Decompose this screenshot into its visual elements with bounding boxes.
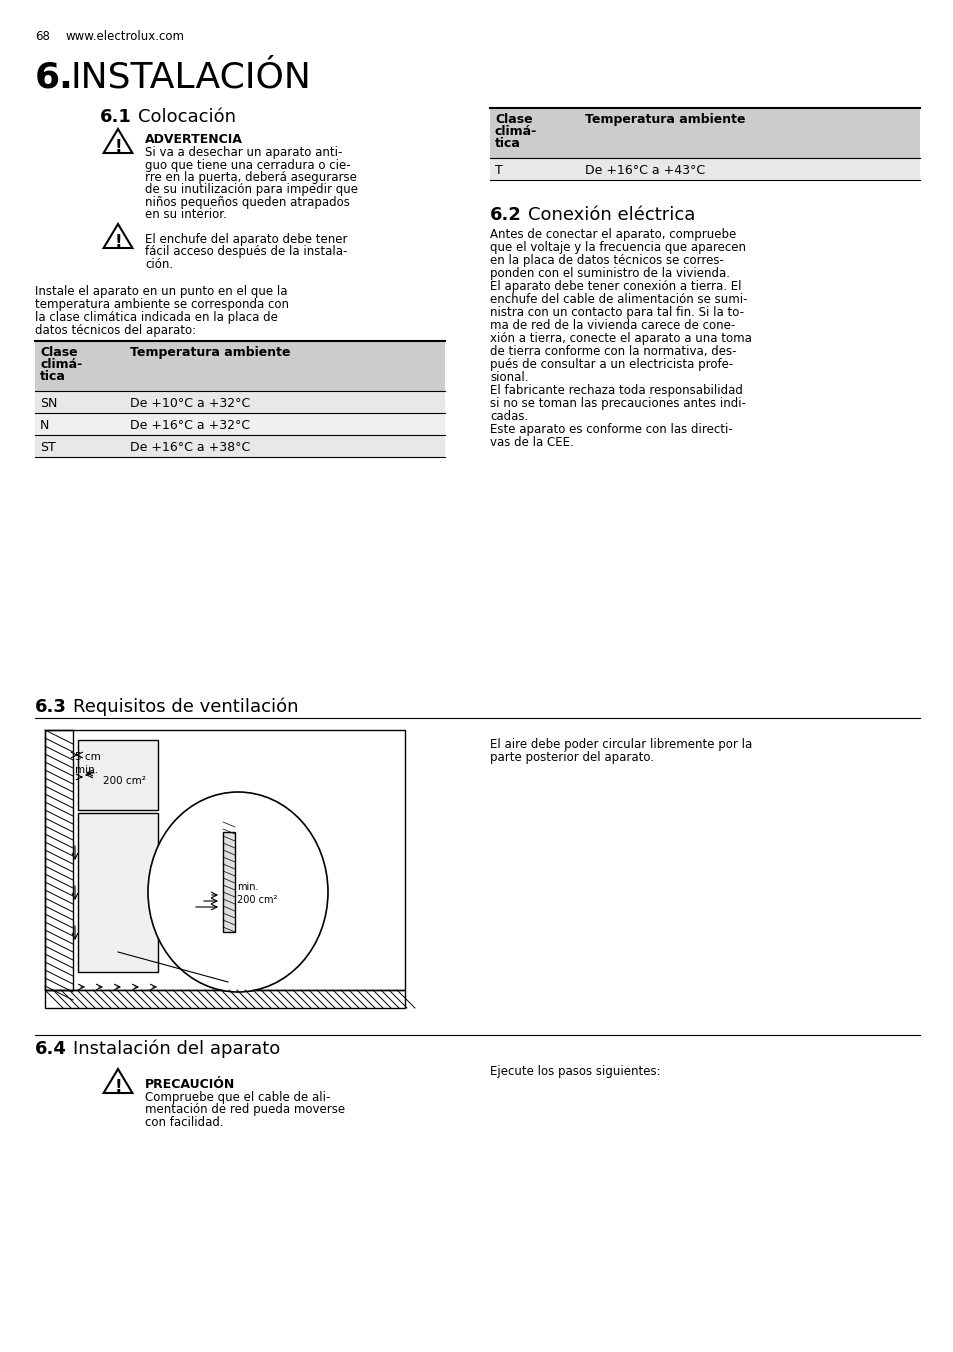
FancyBboxPatch shape <box>78 813 158 972</box>
Text: 200 cm²: 200 cm² <box>236 895 277 904</box>
Text: 68: 68 <box>35 30 50 43</box>
Text: en la placa de datos técnicos se corres-: en la placa de datos técnicos se corres- <box>490 254 723 266</box>
FancyBboxPatch shape <box>223 831 234 932</box>
Text: xión a tierra, conecte el aparato a una toma: xión a tierra, conecte el aparato a una … <box>490 333 751 345</box>
Text: fácil acceso después de la instala-: fácil acceso después de la instala- <box>145 246 347 258</box>
Text: !: ! <box>114 138 122 155</box>
Ellipse shape <box>148 792 328 992</box>
Text: De +10°C a +32°C: De +10°C a +32°C <box>130 397 250 410</box>
FancyBboxPatch shape <box>490 108 919 158</box>
Text: 6.2: 6.2 <box>490 206 521 224</box>
Text: datos técnicos del aparato:: datos técnicos del aparato: <box>35 324 196 337</box>
Text: 6.1: 6.1 <box>100 108 132 126</box>
Text: El aire debe poder circular libremente por la: El aire debe poder circular libremente p… <box>490 738 752 750</box>
Text: Este aparato es conforme con las directi-: Este aparato es conforme con las directi… <box>490 423 732 435</box>
Text: en su interior.: en su interior. <box>145 208 227 222</box>
Text: temperatura ambiente se corresponda con: temperatura ambiente se corresponda con <box>35 297 289 311</box>
Text: pués de consultar a un electricista profe-: pués de consultar a un electricista prof… <box>490 358 733 370</box>
Text: T: T <box>495 164 502 177</box>
Text: de su inutilización para impedir que: de su inutilización para impedir que <box>145 184 357 196</box>
Text: con facilidad.: con facilidad. <box>145 1115 223 1129</box>
Text: ponden con el suministro de la vivienda.: ponden con el suministro de la vivienda. <box>490 266 729 280</box>
Text: Ejecute los pasos siguientes:: Ejecute los pasos siguientes: <box>490 1065 659 1078</box>
Text: Instale el aparato en un punto en el que la: Instale el aparato en un punto en el que… <box>35 285 287 297</box>
Text: ma de red de la vivienda carece de cone-: ma de red de la vivienda carece de cone- <box>490 319 735 333</box>
Text: ción.: ción. <box>145 258 172 270</box>
Text: 6.: 6. <box>35 59 73 95</box>
FancyBboxPatch shape <box>35 341 444 391</box>
Text: que el voltaje y la frecuencia que aparecen: que el voltaje y la frecuencia que apare… <box>490 241 745 254</box>
Text: Si va a desechar un aparato anti-: Si va a desechar un aparato anti- <box>145 146 342 160</box>
Text: De +16°C a +43°C: De +16°C a +43°C <box>584 164 704 177</box>
Text: 200 cm²: 200 cm² <box>103 776 146 786</box>
Text: Clase: Clase <box>40 346 77 360</box>
Text: niños pequeños queden atrapados: niños pequeños queden atrapados <box>145 196 350 210</box>
Text: vas de la CEE.: vas de la CEE. <box>490 435 573 449</box>
Text: De +16°C a +38°C: De +16°C a +38°C <box>130 441 250 454</box>
FancyBboxPatch shape <box>35 435 444 457</box>
Text: SN: SN <box>40 397 57 410</box>
FancyBboxPatch shape <box>78 740 158 810</box>
Text: Compruebe que el cable de ali-: Compruebe que el cable de ali- <box>145 1091 330 1105</box>
Text: sional.: sional. <box>490 370 528 384</box>
Text: !: ! <box>114 233 122 250</box>
Text: climá-: climá- <box>40 358 82 370</box>
Text: Antes de conectar el aparato, compruebe: Antes de conectar el aparato, compruebe <box>490 228 736 241</box>
Text: cadas.: cadas. <box>490 410 528 423</box>
Text: rre en la puerta, deberá asegurarse: rre en la puerta, deberá asegurarse <box>145 170 356 184</box>
Text: climá-: climá- <box>495 124 537 138</box>
Text: enchufe del cable de alimentación se sumi-: enchufe del cable de alimentación se sum… <box>490 293 747 306</box>
FancyBboxPatch shape <box>45 730 405 990</box>
Text: El fabricante rechaza toda responsabilidad: El fabricante rechaza toda responsabilid… <box>490 384 742 397</box>
Text: 6.4: 6.4 <box>35 1040 67 1059</box>
Text: ST: ST <box>40 441 55 454</box>
Text: si no se toman las precauciones antes indi-: si no se toman las precauciones antes in… <box>490 397 745 410</box>
Text: N: N <box>40 419 50 433</box>
Text: Instalación del aparato: Instalación del aparato <box>73 1040 280 1059</box>
Text: nistra con un contacto para tal fin. Si la to-: nistra con un contacto para tal fin. Si … <box>490 306 743 319</box>
Text: ADVERTENCIA: ADVERTENCIA <box>145 132 243 146</box>
Text: la clase climática indicada en la placa de: la clase climática indicada en la placa … <box>35 311 277 324</box>
Text: 6.3: 6.3 <box>35 698 67 717</box>
Text: guo que tiene una cerradura o cie-: guo que tiene una cerradura o cie- <box>145 158 351 172</box>
Text: PRECAUCIÓN: PRECAUCIÓN <box>145 1078 235 1091</box>
Text: Requisitos de ventilación: Requisitos de ventilación <box>73 698 298 717</box>
Text: parte posterior del aparato.: parte posterior del aparato. <box>490 750 654 764</box>
Text: Clase: Clase <box>495 114 532 126</box>
Text: Conexión eléctrica: Conexión eléctrica <box>527 206 695 224</box>
Text: Temperatura ambiente: Temperatura ambiente <box>584 114 744 126</box>
FancyBboxPatch shape <box>490 158 919 180</box>
Text: tica: tica <box>40 370 66 383</box>
Text: 5 cm: 5 cm <box>75 752 101 763</box>
Text: min.: min. <box>75 765 98 775</box>
Text: Temperatura ambiente: Temperatura ambiente <box>130 346 291 360</box>
Text: tica: tica <box>495 137 520 150</box>
Text: INSTALACIÓN: INSTALACIÓN <box>70 59 311 95</box>
Text: !: ! <box>114 1078 122 1095</box>
Text: www.electrolux.com: www.electrolux.com <box>65 30 184 43</box>
Text: mentación de red pueda moverse: mentación de red pueda moverse <box>145 1103 345 1117</box>
Text: Colocación: Colocación <box>138 108 235 126</box>
Text: De +16°C a +32°C: De +16°C a +32°C <box>130 419 250 433</box>
Text: El aparato debe tener conexión a tierra. El: El aparato debe tener conexión a tierra.… <box>490 280 740 293</box>
FancyBboxPatch shape <box>35 391 444 412</box>
Text: min.: min. <box>236 882 258 892</box>
FancyBboxPatch shape <box>35 412 444 435</box>
Text: El enchufe del aparato debe tener: El enchufe del aparato debe tener <box>145 233 347 246</box>
Text: de tierra conforme con la normativa, des-: de tierra conforme con la normativa, des… <box>490 345 736 358</box>
